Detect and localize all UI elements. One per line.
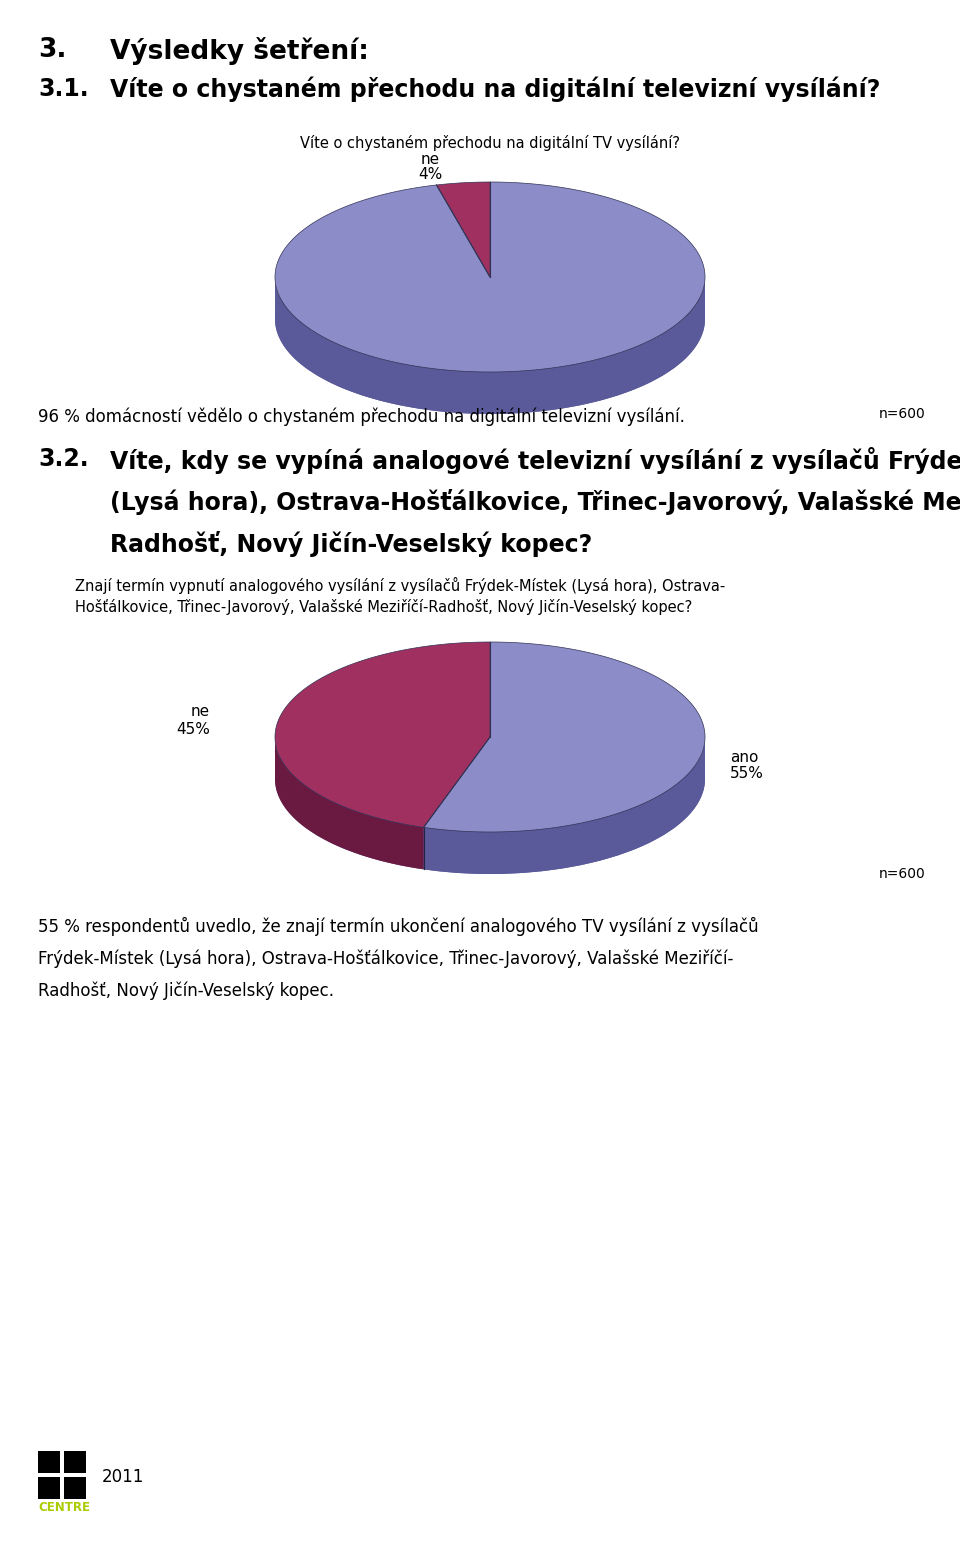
Text: ne: ne [191, 705, 210, 719]
Text: Hošťálkovice, Třinec-Javorový, Valašské Meziříčí-Radhošť, Nový Jičín-Veselský ko: Hošťálkovice, Třinec-Javorový, Valašské … [75, 599, 692, 614]
Text: (Lysá hora), Ostrava-Hošťálkovice, Třinec-Javorový, Valašské Meziříčí-: (Lysá hora), Ostrava-Hošťálkovice, Třine… [110, 489, 960, 516]
Text: 96%: 96% [550, 342, 584, 357]
Text: 4%: 4% [418, 168, 443, 182]
Text: 55 % respondentů uvedlo, že znají termín ukončení analogového TV vysílání z vysí: 55 % respondentů uvedlo, že znají termín… [38, 917, 758, 935]
Polygon shape [275, 182, 705, 371]
Text: Radhošť, Nový Jičín-Veselský kopec?: Radhošť, Nový Jičín-Veselský kopec? [110, 531, 592, 556]
Polygon shape [423, 738, 705, 874]
Text: n=600: n=600 [878, 407, 925, 422]
Text: Znají termín vypnutí analogového vysílání z vysílačů Frýdek-Místek (Lysá hora), : Znají termín vypnutí analogového vysílán… [75, 577, 725, 594]
Polygon shape [423, 642, 705, 832]
Ellipse shape [275, 224, 705, 414]
Text: 55%: 55% [730, 766, 764, 782]
Text: 3.2.: 3.2. [38, 447, 88, 472]
Text: 2011: 2011 [102, 1468, 144, 1486]
Polygon shape [437, 182, 490, 277]
Text: CENTRE: CENTRE [38, 1501, 90, 1514]
Text: 3.1.: 3.1. [38, 77, 88, 100]
Text: 96 % domácností vědělo o chystaném přechodu na digitální televizní vysílání.: 96 % domácností vědělo o chystaném přech… [38, 407, 684, 426]
Polygon shape [275, 738, 423, 870]
Bar [64, 1451, 86, 1473]
Text: ano: ano [550, 324, 578, 340]
Bar [38, 1478, 60, 1500]
Text: Frýdek-Místek (Lysá hora), Ostrava-Hošťálkovice, Třinec-Javorový, Valašské Meziř: Frýdek-Místek (Lysá hora), Ostrava-Hošťá… [38, 950, 733, 967]
Text: Radhošť, Nový Jičín-Veselský kopec.: Radhošť, Nový Jičín-Veselský kopec. [38, 981, 334, 1000]
Polygon shape [275, 277, 705, 414]
Text: Výsledky šetření:: Výsledky šetření: [110, 38, 369, 64]
Text: 45%: 45% [176, 721, 210, 736]
Text: ano: ano [730, 749, 758, 765]
Polygon shape [275, 642, 490, 827]
Text: ne: ne [420, 152, 440, 168]
Text: Víte o chystaném přechodu na digitální televizní vysílání?: Víte o chystaném přechodu na digitální t… [110, 77, 880, 102]
Text: 3.: 3. [38, 38, 66, 63]
Text: Víte o chystaném přechodu na digitální TV vysílání?: Víte o chystaném přechodu na digitální T… [300, 135, 680, 150]
Text: Víte, kdy se vypíná analogové televizní vysílání z vysílačů Frýdek-Místek: Víte, kdy se vypíná analogové televizní … [110, 447, 960, 473]
Bar [38, 1451, 60, 1473]
Bar [64, 1478, 86, 1500]
Text: n=600: n=600 [878, 867, 925, 881]
Ellipse shape [275, 685, 705, 874]
